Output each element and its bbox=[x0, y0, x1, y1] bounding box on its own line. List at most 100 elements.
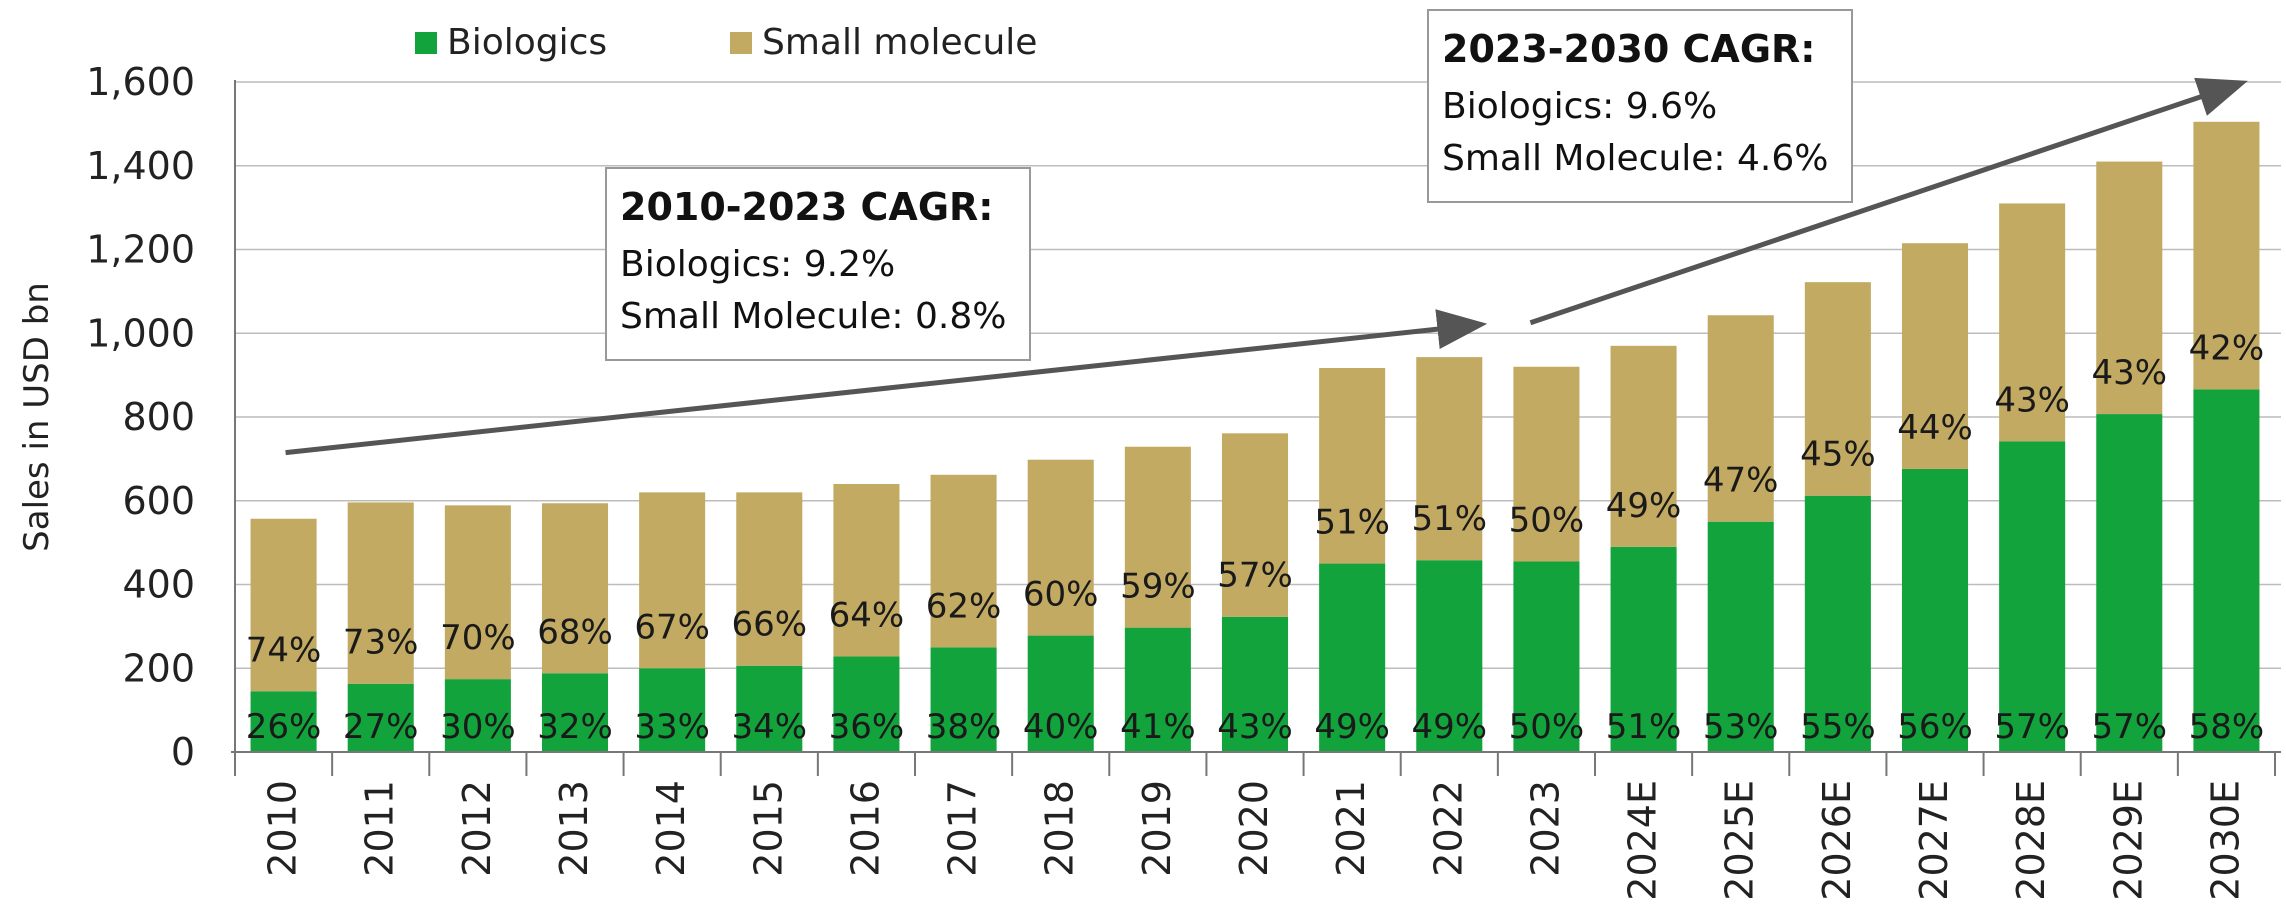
data-label: 50% bbox=[1509, 707, 1585, 747]
cagr-box bbox=[1427, 9, 1853, 203]
data-label: 74% bbox=[246, 630, 322, 670]
bar-biologics bbox=[833, 656, 900, 752]
x-tick-label: 2019 bbox=[1135, 780, 1179, 877]
y-tick-label: 200 bbox=[122, 646, 195, 690]
legend-swatch bbox=[415, 32, 437, 54]
x-tick-label: 2024E bbox=[1621, 780, 1665, 901]
data-label: 27% bbox=[343, 707, 419, 747]
data-label: 47% bbox=[1703, 461, 1779, 501]
bar-small-molecule bbox=[1319, 368, 1386, 564]
data-label: 33% bbox=[634, 707, 710, 747]
bar-small-molecule bbox=[444, 505, 511, 680]
trend-arrow bbox=[285, 309, 1488, 456]
data-label: 51% bbox=[1606, 707, 1682, 747]
x-tick-label: 2028E bbox=[2009, 780, 2053, 901]
x-tick-label: 2026E bbox=[1815, 780, 1859, 901]
bar-biologics bbox=[2193, 389, 2260, 752]
data-label: 57% bbox=[2091, 707, 2167, 747]
data-label: 59% bbox=[1120, 567, 1196, 607]
data-label: 41% bbox=[1120, 707, 1196, 747]
trend-arrow bbox=[1529, 77, 2248, 326]
x-tick-label: 2020 bbox=[1232, 780, 1276, 877]
bar-small-molecule bbox=[736, 492, 803, 666]
y-tick-label: 1,200 bbox=[86, 228, 195, 272]
bar-small-molecule bbox=[250, 518, 317, 692]
x-tick-label: 2025E bbox=[1718, 780, 1762, 901]
y-tick-label: 800 bbox=[122, 395, 195, 439]
x-tick-label: 2010 bbox=[261, 780, 305, 877]
bar-biologics bbox=[444, 679, 511, 752]
x-tick-label: 2015 bbox=[746, 780, 790, 877]
data-label: 51% bbox=[1411, 499, 1487, 539]
bar-small-molecule bbox=[833, 484, 900, 657]
data-label: 58% bbox=[2189, 707, 2265, 747]
data-label: 67% bbox=[634, 607, 710, 647]
data-label: 57% bbox=[1217, 556, 1293, 596]
data-label: 32% bbox=[537, 707, 613, 747]
bar-biologics bbox=[1707, 521, 1774, 752]
data-label: 49% bbox=[1314, 707, 1390, 747]
bar-small-molecule bbox=[930, 474, 997, 648]
data-label: 36% bbox=[829, 707, 905, 747]
data-label: 43% bbox=[2091, 353, 2167, 393]
cagr-box-line: Small Molecule: 0.8% bbox=[620, 296, 1006, 337]
data-label: 66% bbox=[731, 605, 807, 645]
data-label: 51% bbox=[1314, 503, 1390, 543]
bar-biologics bbox=[250, 691, 317, 752]
bar-small-molecule bbox=[347, 502, 414, 684]
x-tick-label: 2017 bbox=[941, 780, 985, 877]
cagr-box-title: 2023-2030 CAGR: bbox=[1442, 27, 1815, 71]
x-tick-label: 2027E bbox=[1912, 780, 1956, 901]
legend-label: Biologics bbox=[447, 22, 607, 63]
bar-small-molecule bbox=[541, 503, 609, 674]
bar-biologics bbox=[2096, 414, 2163, 752]
legend-swatch bbox=[730, 32, 752, 54]
bar-small-molecule bbox=[1610, 345, 1677, 547]
data-label: 70% bbox=[440, 618, 516, 658]
y-tick-label: 400 bbox=[122, 563, 195, 607]
bar-biologics bbox=[1221, 616, 1289, 752]
bar-biologics bbox=[1124, 627, 1191, 752]
bar-small-molecule bbox=[2193, 121, 2260, 390]
x-tick-label: 2016 bbox=[843, 780, 887, 877]
x-tick-label: 2022 bbox=[1426, 780, 1470, 877]
y-tick-label: 1,400 bbox=[86, 144, 195, 188]
cagr-box-line: Small Molecule: 4.6% bbox=[1442, 138, 1828, 179]
bar-small-molecule bbox=[1027, 459, 1094, 636]
data-label: 68% bbox=[537, 612, 613, 652]
bar-biologics bbox=[1513, 561, 1580, 752]
data-label: 55% bbox=[1800, 707, 1876, 747]
bar-biologics bbox=[736, 665, 803, 752]
bar-biologics bbox=[1610, 546, 1677, 752]
data-label: 42% bbox=[2189, 328, 2265, 368]
data-label: 56% bbox=[1897, 707, 1973, 747]
bar-small-molecule bbox=[639, 492, 706, 669]
data-label: 30% bbox=[440, 707, 516, 747]
data-label: 50% bbox=[1509, 500, 1585, 540]
data-label: 49% bbox=[1606, 486, 1682, 526]
data-label: 38% bbox=[926, 707, 1002, 747]
cagr-box bbox=[605, 167, 1031, 361]
bar-biologics bbox=[1901, 468, 1969, 752]
y-tick-label: 1,600 bbox=[86, 60, 195, 104]
x-tick-label: 2030E bbox=[2203, 780, 2247, 901]
bar-small-molecule bbox=[1901, 243, 1969, 469]
bar-biologics bbox=[541, 673, 609, 752]
data-label: 60% bbox=[1023, 575, 1099, 615]
data-label: 26% bbox=[246, 707, 322, 747]
data-label: 64% bbox=[829, 596, 905, 636]
data-label: 62% bbox=[926, 586, 1002, 626]
x-tick-label: 2018 bbox=[1038, 780, 1082, 877]
y-tick-label: 1,000 bbox=[86, 311, 195, 355]
data-label: 57% bbox=[1994, 707, 2070, 747]
bar-small-molecule bbox=[1999, 203, 2066, 442]
bar-small-molecule bbox=[2096, 161, 2163, 415]
cagr-box-line: Biologics: 9.2% bbox=[620, 244, 895, 285]
y-axis-title: Sales in USD bn bbox=[17, 282, 57, 552]
x-tick-label: 2029E bbox=[2106, 780, 2150, 901]
bar-biologics bbox=[347, 683, 414, 752]
data-label: 73% bbox=[343, 623, 419, 663]
y-tick-label: 600 bbox=[122, 479, 195, 523]
bar-biologics bbox=[1319, 563, 1386, 752]
